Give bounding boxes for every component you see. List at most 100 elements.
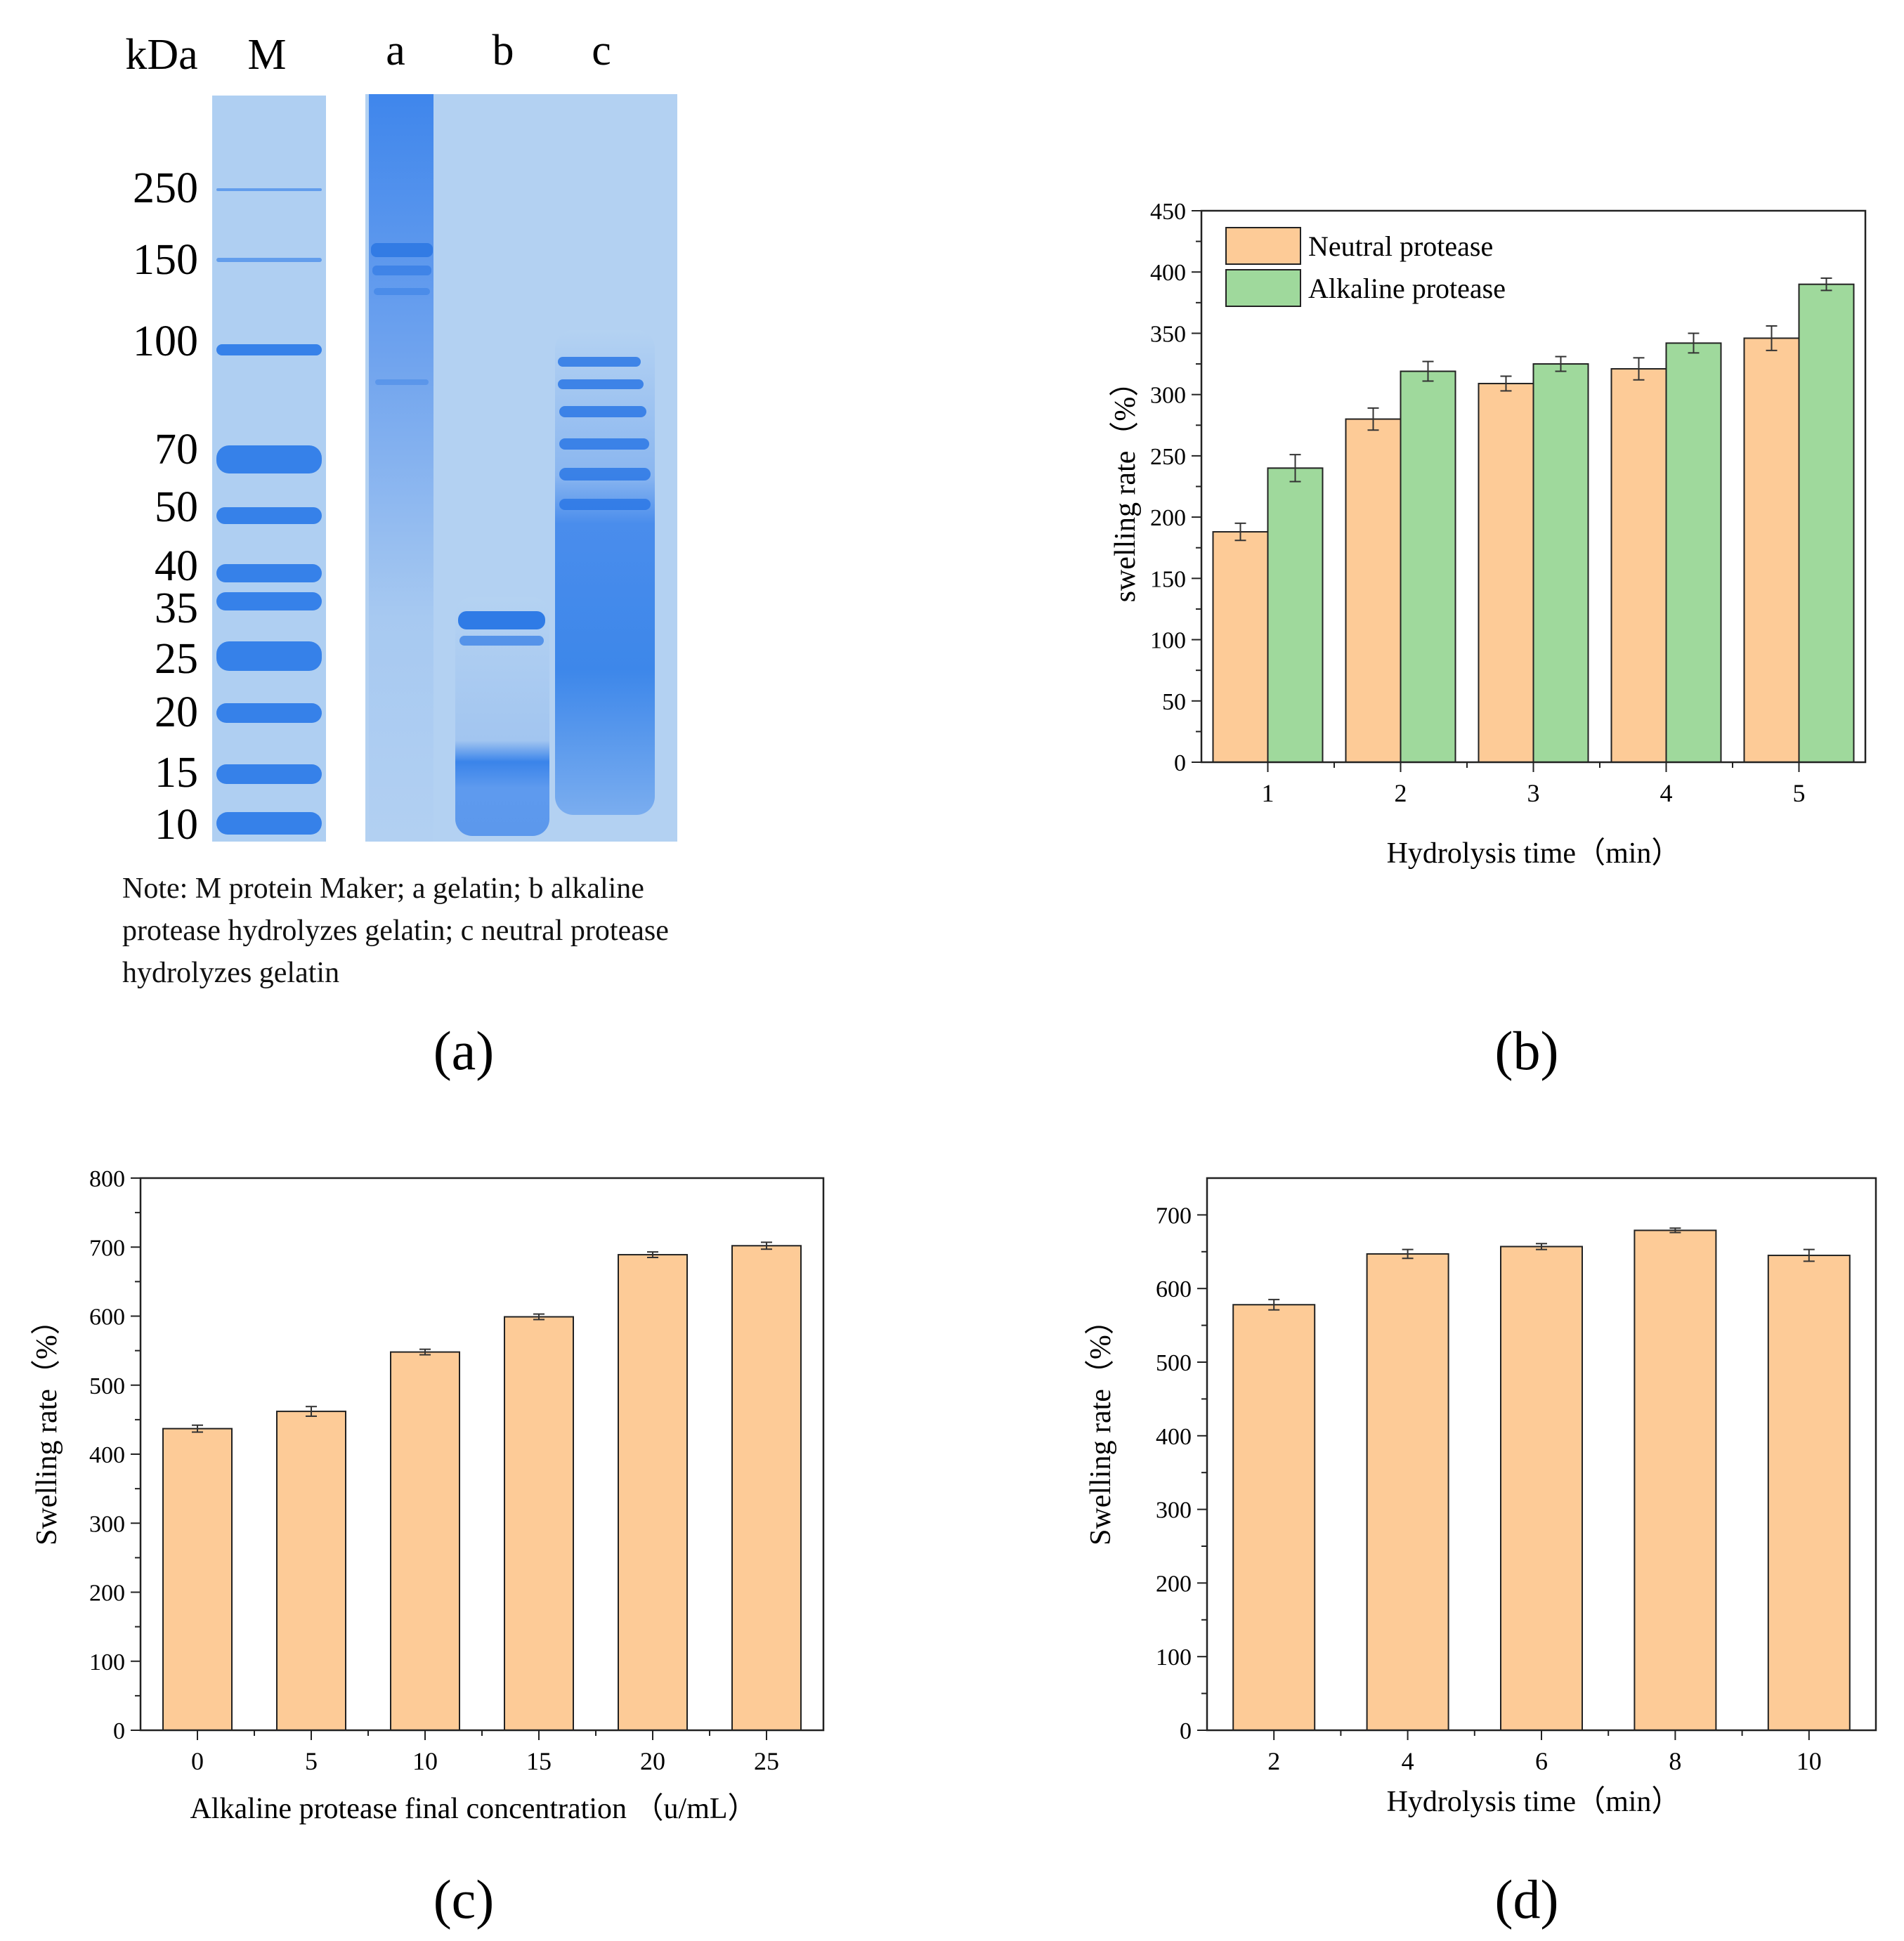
bar: [1366, 1253, 1449, 1731]
gel-band: [458, 611, 545, 629]
y-tick-label: 0: [1174, 750, 1186, 776]
gel-lane-c-bands: [558, 357, 651, 510]
marker-size-label: 150: [133, 236, 198, 284]
bar: [390, 1351, 460, 1731]
y-tick-label: 500: [1156, 1350, 1192, 1376]
marker-band: [216, 812, 322, 835]
y-tick-label: 150: [1150, 566, 1186, 592]
panel-label-a: (a): [433, 1020, 495, 1081]
x-tick-label: 5: [1793, 779, 1806, 807]
x-tick-label: 20: [640, 1747, 665, 1775]
plot-frame: [1200, 209, 1867, 764]
gel-band: [559, 438, 649, 450]
plot-frame: [139, 1177, 825, 1732]
marker-band: [216, 258, 322, 262]
gel-note: Note: M protein Maker; a gelatin; b alka…: [122, 868, 825, 994]
x-tick-label: 4: [1402, 1747, 1414, 1775]
gel-lane-b: [455, 597, 549, 836]
gel-lane-label-m: M: [247, 31, 286, 79]
bar: [1478, 382, 1534, 763]
gel-band: [375, 379, 429, 385]
marker-band: [216, 764, 322, 784]
bar: [276, 1411, 346, 1731]
marker-size-label: 10: [155, 801, 198, 849]
marker-size-label: 40: [155, 542, 198, 590]
y-tick-label: 600: [89, 1305, 125, 1331]
chart-d-bars: [1232, 1227, 1851, 1732]
gel-unit-label: kDa: [125, 31, 197, 79]
x-tick-label: 15: [526, 1747, 552, 1775]
marker-size-label: 25: [155, 635, 198, 683]
gel-note-line: hydrolyzes gelatin: [122, 957, 340, 989]
y-tick-label: 400: [1156, 1424, 1192, 1450]
y-tick-label: 200: [1150, 505, 1186, 531]
marker-band: [216, 188, 322, 191]
chart-c-axes: 0 5 10 15 20 25 0 100 200 300 400 500 600 700 800: [89, 1166, 825, 1775]
panel-label-c: (c): [433, 1869, 495, 1930]
chart-b-ylabel: swelling rate（%）: [1109, 367, 1142, 603]
bar: [1743, 337, 1800, 763]
y-tick-label: 200: [1156, 1571, 1192, 1597]
y-tick-label: 100: [1150, 628, 1186, 654]
chart-c-xlabel: Alkaline protease final concentration （u…: [190, 1793, 757, 1825]
x-tick-label: 10: [412, 1747, 438, 1775]
marker-bands: [216, 188, 322, 835]
x-tick-label: 6: [1535, 1747, 1548, 1775]
bar: [1500, 1246, 1583, 1731]
bar: [1345, 418, 1402, 763]
gel-band: [559, 406, 646, 417]
bar: [1634, 1229, 1717, 1731]
bar: [1532, 363, 1589, 763]
chart-d-ylabel: Swelling rate（%）: [1085, 1305, 1117, 1545]
gel-lane-b-bands: [458, 611, 545, 646]
y-tick-label: 300: [1156, 1498, 1192, 1524]
marker-size-label: 100: [133, 318, 198, 365]
gel-lane-label-a: a: [386, 27, 405, 74]
y-tick-label: 400: [89, 1442, 125, 1468]
bar: [731, 1245, 802, 1732]
plot-frame: [1206, 1177, 1877, 1732]
x-tick-label: 5: [305, 1747, 318, 1775]
marker-size-label: 35: [155, 584, 198, 632]
bar: [1610, 368, 1667, 763]
gel-band: [558, 357, 641, 367]
marker-size-label: 20: [155, 688, 198, 736]
x-tick-label: 4: [1660, 779, 1673, 807]
bar: [162, 1427, 233, 1731]
bar: [1267, 467, 1324, 763]
y-tick-label: 0: [113, 1718, 125, 1744]
y-tick-label: 100: [89, 1649, 125, 1675]
marker-band: [216, 592, 322, 610]
marker-size-label: 50: [155, 483, 198, 531]
gel-lane-a: [369, 94, 433, 842]
bar: [1232, 1304, 1316, 1731]
gel-lane-label-b: b: [493, 27, 514, 74]
marker-band: [216, 641, 322, 671]
gel-lane-a-bands: [371, 243, 433, 385]
y-tick-label: 700: [89, 1235, 125, 1261]
marker-size-label: 70: [155, 426, 198, 473]
chart-c: 0 5 10 15 20 25 0 100 200 300 400 500 600 700 800 Alka…: [31, 1166, 825, 1930]
marker-band: [216, 344, 322, 355]
chart-b-bars: [1212, 277, 1855, 763]
y-tick-label: 100: [1156, 1645, 1192, 1671]
marker-band: [216, 445, 322, 473]
bar: [618, 1254, 688, 1731]
gel-band: [372, 266, 431, 275]
legend-label-neutral: Neutral protease: [1308, 230, 1493, 262]
y-tick-label: 0: [1180, 1718, 1192, 1744]
bar: [504, 1316, 574, 1732]
gel-note-line: Note: M protein Maker; a gelatin; b alka…: [122, 873, 644, 905]
bar: [1400, 370, 1456, 763]
y-tick-label: 300: [1150, 383, 1186, 409]
y-tick-label: 450: [1150, 199, 1186, 225]
panel-label-b: (b): [1495, 1020, 1559, 1081]
marker-band: [216, 507, 322, 524]
